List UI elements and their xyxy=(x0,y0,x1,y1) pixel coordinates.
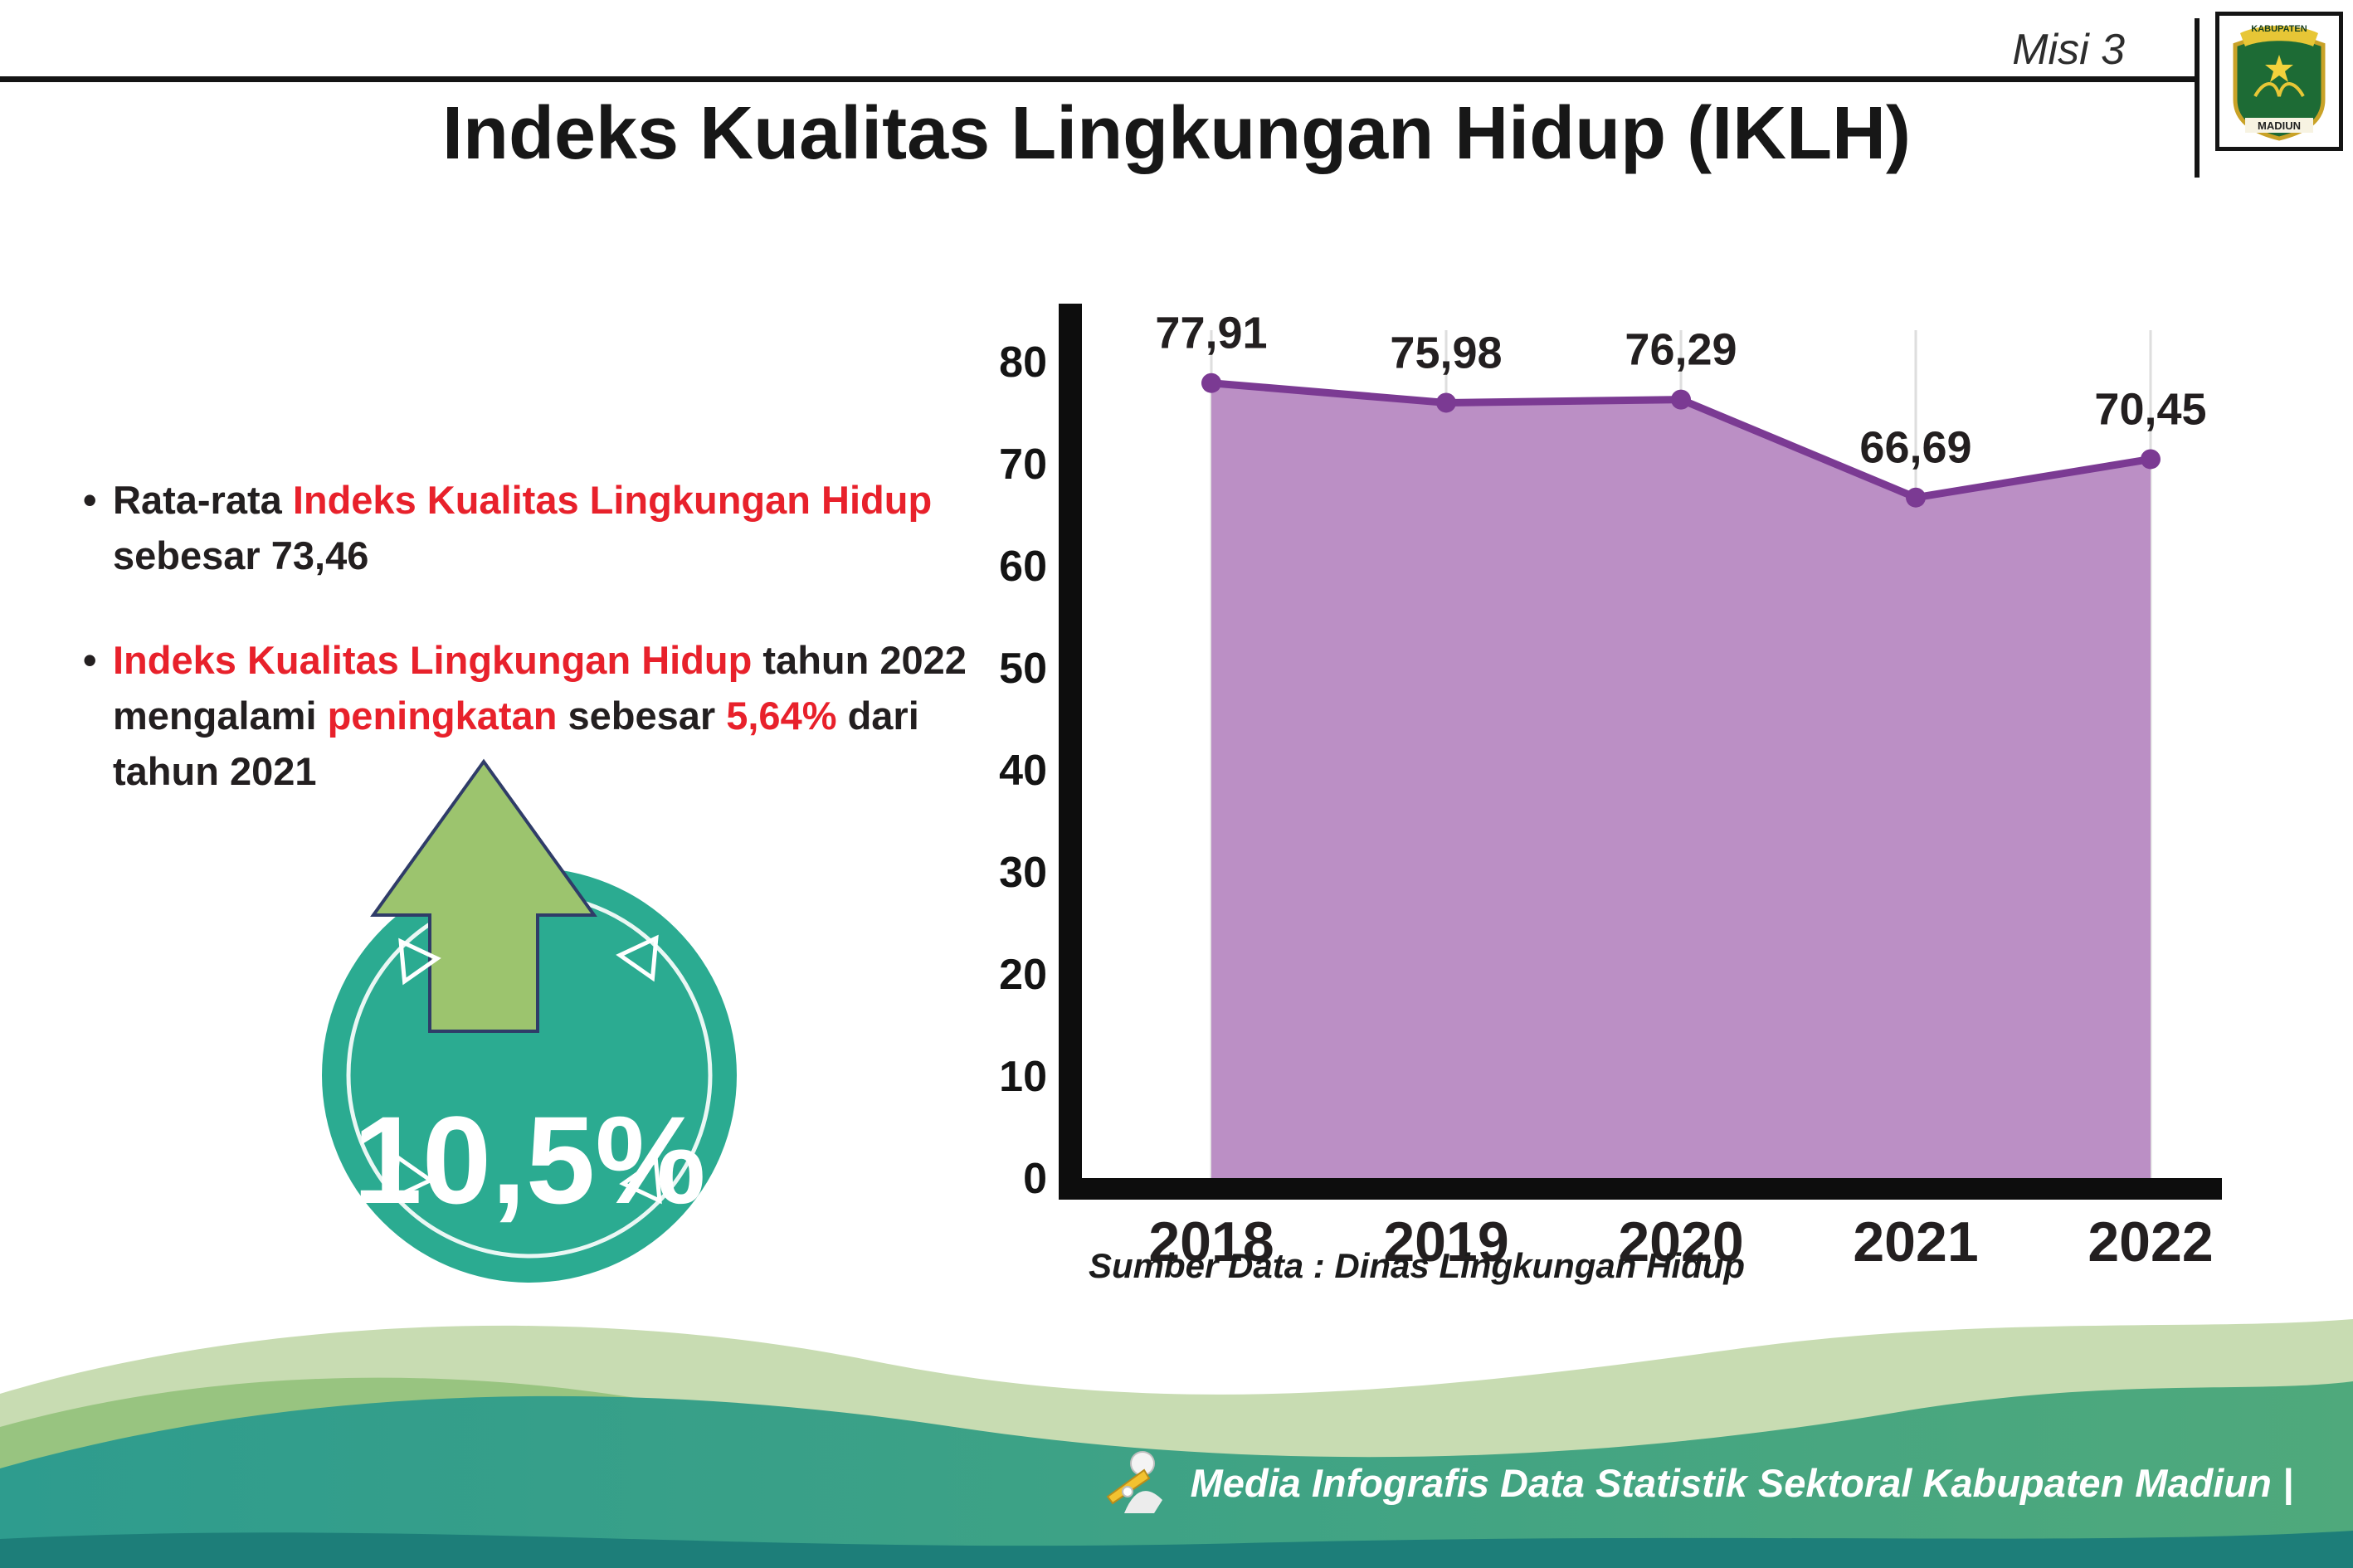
up-arrow-icon xyxy=(370,758,597,1033)
svg-text:80: 80 xyxy=(999,338,1047,387)
mascot-icon xyxy=(1106,1451,1162,1513)
bullet-dot: • xyxy=(83,638,97,683)
svg-text:77,91: 77,91 xyxy=(1155,309,1267,358)
data-source: Sumber Data : Dinas Lingkungan Hidup xyxy=(1089,1246,1746,1285)
logo-top-text: KABUPATEN xyxy=(2251,24,2307,34)
footer-waves xyxy=(0,1319,2353,1568)
svg-text:30: 30 xyxy=(999,849,1047,897)
svg-text:20: 20 xyxy=(999,951,1047,999)
bullet-text-highlight: peningkatan xyxy=(327,694,558,738)
kabupaten-madiun-crest-icon: KABUPATEN MADIUN xyxy=(2233,24,2326,141)
iklh-chart: 77,91 75,98 76,29 66,69 70,45 0 10 20 30 40 50 60 70… xyxy=(954,297,2248,1351)
svg-text:2022: 2022 xyxy=(2087,1210,2213,1273)
svg-text:66,69: 66,69 xyxy=(1859,423,1971,473)
bullet-text-highlight: Indeks Kualitas Lingkungan Hidup xyxy=(292,478,933,522)
bullet-text: Rata-rata xyxy=(113,478,293,522)
svg-text:50: 50 xyxy=(999,645,1047,693)
top-rule xyxy=(0,76,2197,82)
summary-bullets: • Rata-rata Indeks Kualitas Lingkungan Hi… xyxy=(80,473,976,850)
increase-badge-icon: 10,5% xyxy=(322,758,737,1283)
footer-credit: Media Infografis Data Statistik Sektoral… xyxy=(1101,1445,2293,1520)
svg-text:70,45: 70,45 xyxy=(2094,384,2206,434)
increase-percentage: 10,5% xyxy=(353,1090,705,1230)
bullet-text: sebesar xyxy=(557,694,727,738)
iklh-chart-svg: 77,91 75,98 76,29 66,69 70,45 0 10 20 30 40 50 60 70… xyxy=(999,304,2222,1273)
footer-text: Media Infografis Data Statistik Sektoral… xyxy=(1190,1460,2293,1505)
misi-label: Misi 3 xyxy=(2012,26,2125,74)
kabupaten-madiun-logo: KABUPATEN MADIUN xyxy=(2215,12,2343,151)
bullet-text: tahun 2022 mengalami xyxy=(113,638,967,738)
logo-frame-line xyxy=(2195,18,2200,178)
logo-bottom-text: MADIUN xyxy=(2258,119,2301,132)
svg-text:60: 60 xyxy=(999,543,1047,591)
svg-text:10: 10 xyxy=(999,1053,1047,1101)
svg-text:76,29: 76,29 xyxy=(1625,325,1737,375)
bullet-text-highlight: 5,64% xyxy=(726,694,837,738)
svg-text:2018: 2018 xyxy=(1148,1210,1274,1273)
svg-text:40: 40 xyxy=(999,747,1047,795)
svg-text:70: 70 xyxy=(999,441,1047,489)
svg-text:2020: 2020 xyxy=(1618,1210,1743,1273)
svg-text:2019: 2019 xyxy=(1383,1210,1508,1273)
page-title: Indeks Kualitas Lingkungan Hidup (IKLH) xyxy=(441,92,1912,175)
bullet-dot: • xyxy=(83,478,97,522)
bullet-text: dari tahun 2021 xyxy=(113,694,919,793)
svg-text:0: 0 xyxy=(1023,1155,1047,1203)
svg-text:2021: 2021 xyxy=(1853,1210,1978,1273)
bullet-increase-2022: • Indeks Kualitas Lingkungan Hidup tahun … xyxy=(80,633,976,799)
bullet-text-highlight: Indeks Kualitas Lingkungan Hidup xyxy=(113,638,753,683)
bullet-text: sebesar 73,46 xyxy=(113,533,369,577)
svg-text:75,98: 75,98 xyxy=(1390,328,1502,377)
increase-badge: 10,5% xyxy=(314,745,748,1301)
bullet-average-iklh: • Rata-rata Indeks Kualitas Lingkungan Hi… xyxy=(80,473,976,583)
